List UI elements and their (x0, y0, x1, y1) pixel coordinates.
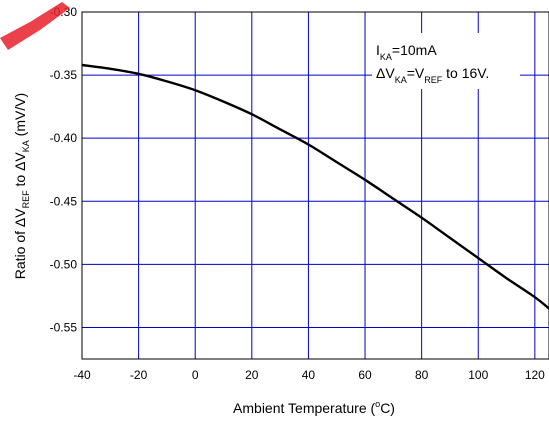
y-tick-label: -0.35 (50, 68, 78, 82)
plot-frame (81, 11, 549, 360)
x-tick-label: 40 (302, 368, 316, 382)
y-axis-label: Ratio of ΔVREF to ΔVKA (mV/V) (12, 93, 31, 279)
red-corner-mark (0, 2, 70, 50)
y-tick-label: -0.50 (50, 257, 78, 271)
series-line (82, 63, 549, 310)
x-tick-label: -20 (130, 368, 148, 382)
x-tick-label: 20 (245, 368, 259, 382)
y-tick-label: -0.40 (50, 131, 78, 145)
x-tick-label: 80 (415, 368, 429, 382)
y-tick-label: -0.55 (50, 320, 78, 334)
x-tick-label: 100 (468, 368, 488, 382)
x-tick-label: 60 (358, 368, 372, 382)
annotation-line-1: IKA=10mA (376, 42, 437, 62)
x-tick-labels: -40 -20 0 20 40 60 80 100 120 (73, 368, 545, 382)
x-axis-label: Ambient Temperature (oC) (233, 399, 395, 416)
y-tick-label: -0.45 (50, 194, 78, 208)
x-tick-label: -40 (73, 368, 91, 382)
annotation-line-2: ΔVKA=VREF to 16V. (376, 65, 489, 85)
x-tick-label: 120 (525, 368, 545, 382)
annotation-background (372, 33, 520, 89)
series-layer (82, 63, 549, 310)
x-tick-label: 0 (192, 368, 199, 382)
annotation: IKA=10mA ΔVKA=VREF to 16V. (372, 33, 520, 89)
y-tick-labels: -0.30-0.35-0.40-0.45-0.50-0.55 (50, 5, 78, 334)
